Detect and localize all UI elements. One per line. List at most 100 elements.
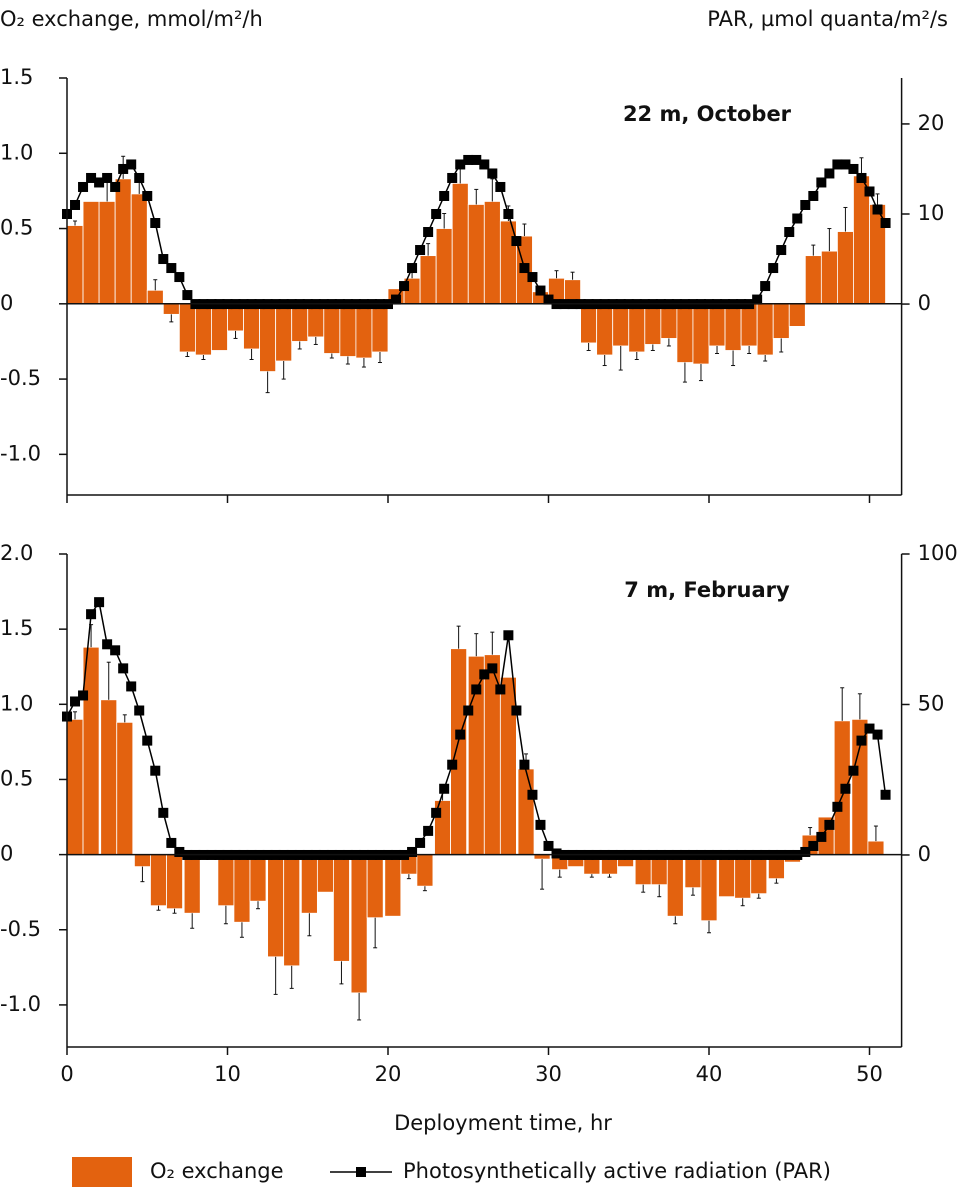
bar [724,303,742,351]
par-marker [423,825,434,836]
bar [644,303,662,345]
par-marker [511,705,522,716]
y-tick-label: -1.0 [0,441,41,465]
x-tick-label: 50 [856,1062,883,1086]
par-marker [503,208,514,219]
par-marker [487,663,498,674]
y-tick-label: -0.5 [0,366,41,390]
par-marker [471,154,482,165]
par-marker [415,245,426,256]
bar [217,854,235,907]
bar [612,303,630,347]
bar [750,854,768,895]
bar [499,676,517,856]
bar [384,854,402,917]
par-marker [816,831,827,842]
par-marker [150,218,161,229]
y2-tick-label: 20 [918,111,945,135]
par-marker [118,663,129,674]
bar [788,303,806,327]
x-axis-title: Deployment time, hr [394,1111,612,1135]
bar [666,854,684,917]
bar [772,303,790,339]
x-tick-label: 30 [535,1062,562,1086]
par-marker [94,177,105,188]
par-marker [816,177,827,188]
par-marker [768,263,779,274]
y-tick-label: -0.5 [0,917,41,941]
par-marker [399,281,410,292]
bar [676,303,694,363]
bar [451,182,469,305]
par-marker [126,159,137,170]
bar [166,854,183,910]
par-marker [880,218,891,229]
par-marker [487,168,498,179]
par-marker [495,181,506,192]
par-marker [134,172,145,183]
par-marker [776,245,787,256]
par-marker [519,759,530,770]
bar [134,854,151,868]
bar [419,255,437,305]
par-marker [174,272,185,283]
par-marker [479,669,490,680]
par-marker [543,294,554,305]
par-marker [880,789,891,800]
par-marker [463,705,474,716]
bar [100,699,118,856]
par-marker [840,159,851,170]
bar [517,768,535,856]
par-marker [134,705,145,716]
par-marker [431,208,442,219]
bar [243,303,261,350]
par-marker [166,837,177,848]
par-marker [94,597,105,608]
par-marker [174,846,185,857]
par-marker [102,639,113,650]
bar [416,854,434,887]
x-tick-label: 20 [375,1062,402,1086]
par-marker [423,227,434,238]
y-tick-label: 0 [0,842,13,866]
par-marker [848,163,859,174]
par-marker [407,263,418,274]
par-marker [856,172,867,183]
y2-tick-label: 50 [918,691,945,715]
par-marker [535,285,546,296]
bar [692,303,710,365]
x-tick-label: 0 [60,1062,73,1086]
par-marker [872,729,883,740]
par-marker [447,172,458,183]
par-marker [511,236,522,247]
par-marker [150,765,161,776]
par-marker [102,172,113,183]
y-tick-label: 1.0 [0,691,33,715]
x-tick-label: 10 [214,1062,241,1086]
bar [700,854,718,922]
par-marker [391,294,402,305]
par-marker [832,159,843,170]
par-marker [78,690,89,701]
par-marker [527,789,538,800]
bar [316,854,334,893]
par-marker [78,181,89,192]
panel-title: 22 m, October [623,102,792,126]
par-marker [808,840,819,851]
bar [323,303,341,354]
bar [178,303,196,353]
y-tick-label: -1.0 [0,992,41,1016]
y-tick-label: 0.5 [0,216,33,240]
par-marker [70,199,81,210]
bar [596,303,614,356]
par-marker [856,735,867,746]
y2-tick-label: 0 [918,842,931,866]
bar [837,231,854,305]
par-marker [784,227,795,238]
par-marker [800,199,811,210]
bar [628,303,646,353]
par-marker [182,290,193,301]
bar [249,854,267,902]
bar [194,303,212,356]
